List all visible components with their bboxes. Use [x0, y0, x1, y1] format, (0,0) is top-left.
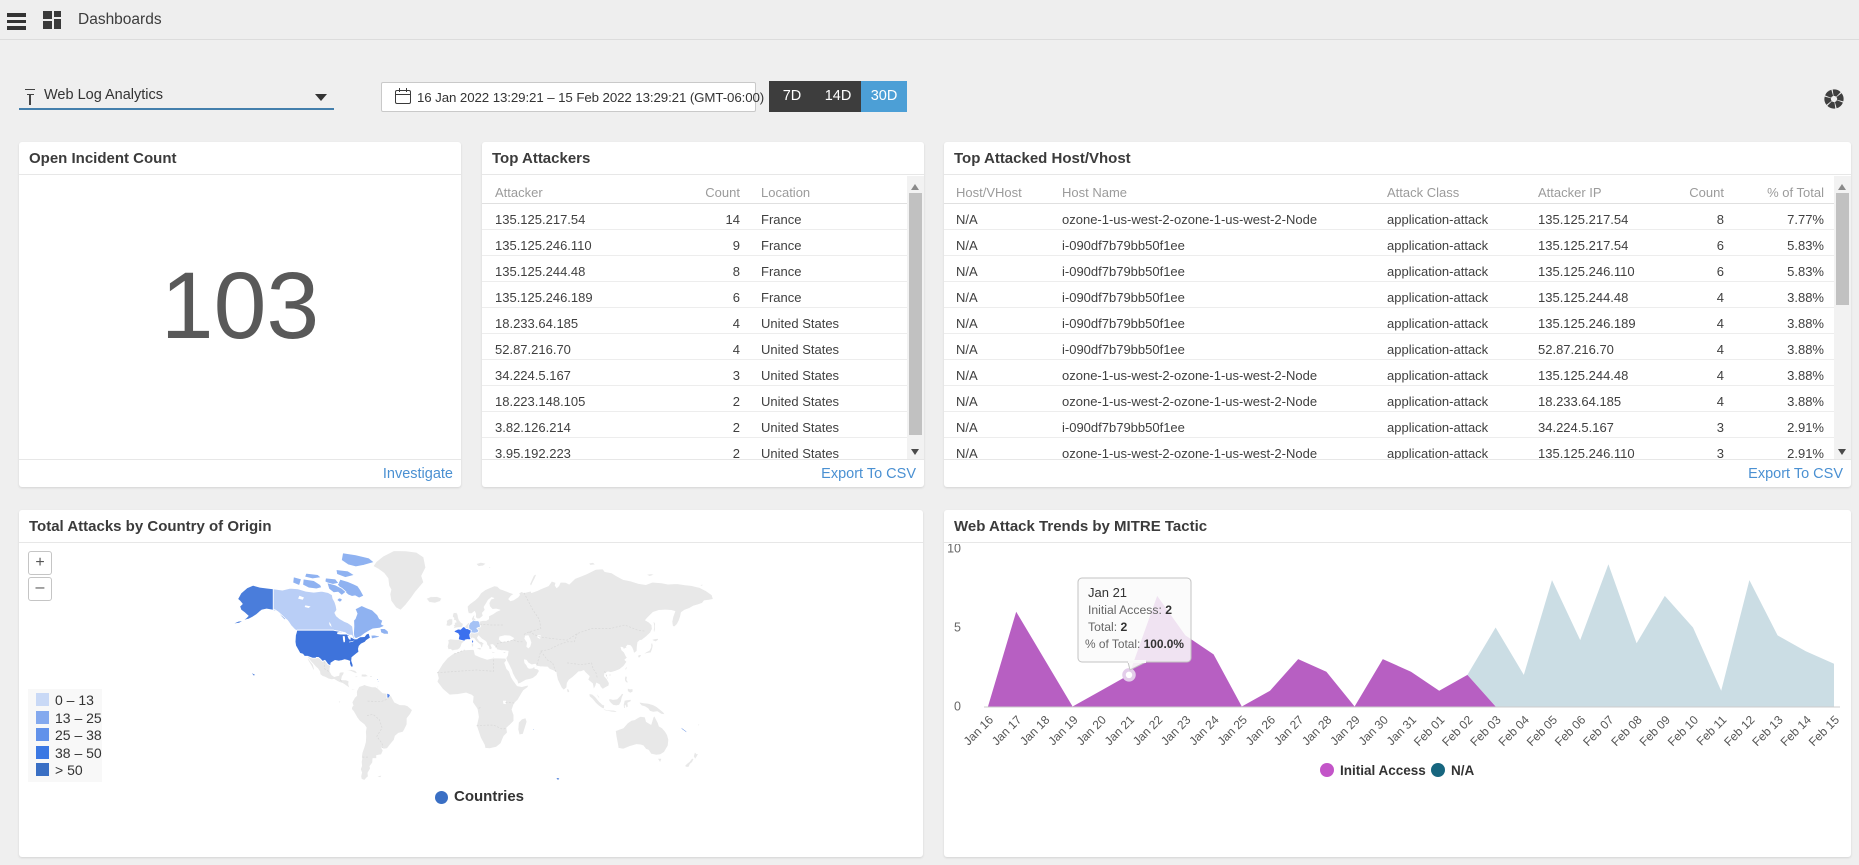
svg-text:Jan 16: Jan 16 — [961, 712, 997, 748]
svg-text:Initial Access: Initial Access — [1340, 763, 1426, 778]
svg-text:Total: 2: Total: 2 — [1088, 620, 1128, 634]
svg-text:Feb 04: Feb 04 — [1496, 712, 1533, 749]
svg-text:Jan 22: Jan 22 — [1130, 712, 1166, 748]
svg-text:Jan 28: Jan 28 — [1299, 712, 1335, 748]
svg-text:Feb 06: Feb 06 — [1552, 712, 1589, 749]
svg-text:Jan 18: Jan 18 — [1017, 712, 1053, 748]
svg-text:Jan 26: Jan 26 — [1243, 712, 1279, 748]
svg-text:Feb 12: Feb 12 — [1721, 712, 1758, 749]
svg-text:Feb 05: Feb 05 — [1524, 712, 1561, 749]
svg-text:Feb 01: Feb 01 — [1411, 712, 1448, 749]
svg-text:Feb 14: Feb 14 — [1778, 712, 1815, 749]
svg-text:Feb 10: Feb 10 — [1665, 712, 1702, 749]
svg-text:Jan 21: Jan 21 — [1088, 585, 1127, 600]
svg-text:Jan 17: Jan 17 — [989, 712, 1025, 748]
svg-text:Jan 23: Jan 23 — [1158, 712, 1194, 748]
svg-text:Jan 21: Jan 21 — [1102, 712, 1138, 748]
svg-text:N/A: N/A — [1451, 763, 1475, 778]
svg-text:5: 5 — [954, 621, 961, 635]
svg-text:Feb 09: Feb 09 — [1637, 712, 1674, 749]
svg-text:% of Total: 100.0%: % of Total: 100.0% — [1085, 637, 1184, 651]
svg-text:Jan 20: Jan 20 — [1074, 712, 1110, 748]
svg-text:Feb 07: Feb 07 — [1580, 712, 1617, 749]
svg-text:Feb 08: Feb 08 — [1608, 712, 1645, 749]
svg-text:Feb 15: Feb 15 — [1806, 712, 1843, 749]
svg-text:Feb 02: Feb 02 — [1439, 712, 1476, 749]
svg-text:Initial Access: 2: Initial Access: 2 — [1088, 603, 1172, 617]
svg-text:Jan 29: Jan 29 — [1327, 712, 1363, 748]
svg-text:Jan 27: Jan 27 — [1271, 712, 1307, 748]
svg-text:Feb 13: Feb 13 — [1749, 712, 1786, 749]
svg-text:0: 0 — [954, 700, 961, 714]
svg-text:Feb 03: Feb 03 — [1467, 712, 1504, 749]
svg-text:Jan 25: Jan 25 — [1215, 712, 1251, 748]
svg-text:Jan 30: Jan 30 — [1356, 712, 1392, 748]
svg-text:Jan 24: Jan 24 — [1186, 712, 1222, 748]
svg-text:Jan 19: Jan 19 — [1045, 712, 1081, 748]
svg-text:10: 10 — [947, 544, 961, 556]
